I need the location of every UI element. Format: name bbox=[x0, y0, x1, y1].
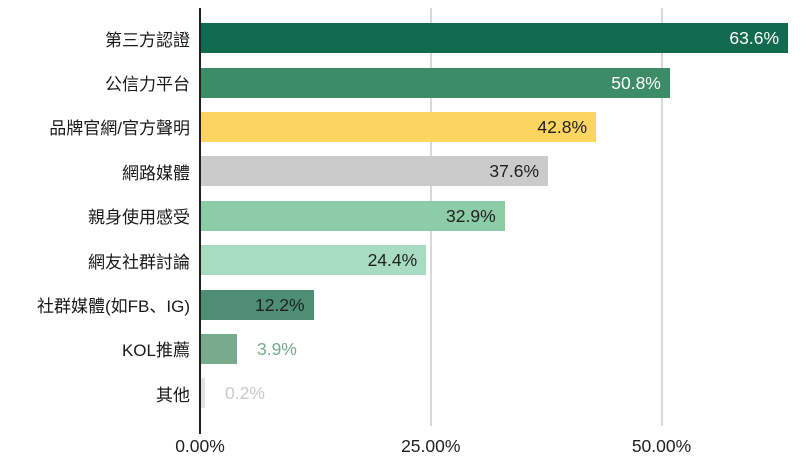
category-label: 網友社群討論 bbox=[88, 252, 190, 272]
bar[interactable]: 50.8% bbox=[201, 67, 670, 98]
value-label: 50.8% bbox=[611, 72, 661, 93]
bar-row: 社群媒體(如FB、IG) 12.2% bbox=[0, 282, 810, 326]
value-label: 24.4% bbox=[367, 250, 418, 271]
bar-track: 50.8% bbox=[200, 67, 810, 98]
x-tick-label: 25.00% bbox=[401, 436, 461, 456]
bar-row: 親身使用感受 32.9% bbox=[0, 194, 810, 238]
value-label: 12.2% bbox=[254, 294, 305, 315]
category-label: 公信力平台 bbox=[105, 75, 190, 95]
bar-track: 63.6% bbox=[200, 23, 810, 54]
bar-row: KOL推薦 3.9% bbox=[0, 327, 810, 371]
bar-track: 24.4% bbox=[200, 245, 810, 276]
bar-row: 網友社群討論 24.4% bbox=[0, 238, 810, 282]
category-label: KOL推薦 bbox=[121, 341, 190, 361]
value-label: 42.8% bbox=[537, 116, 588, 137]
category-label: 第三方認證 bbox=[105, 30, 190, 50]
bar[interactable]: 24.4% bbox=[201, 245, 427, 276]
x-tick-label: 50.00% bbox=[631, 436, 692, 456]
bar[interactable] bbox=[201, 333, 237, 364]
value-label: 3.9% bbox=[256, 338, 297, 359]
bar[interactable]: 37.6% bbox=[201, 156, 549, 187]
y-axis-baseline bbox=[199, 8, 201, 434]
bar[interactable]: 63.6% bbox=[201, 23, 789, 54]
bar-track: 0.2% bbox=[200, 378, 810, 409]
bar-rows: 第三方認證 63.6% 公信力平台 50.8% 品牌官網/官方聲明 42.8% 網路媒體 37… bbox=[0, 16, 810, 416]
bar-track: 37.6% bbox=[200, 156, 810, 187]
bar[interactable]: 42.8% bbox=[201, 111, 597, 142]
category-label: 網路媒體 bbox=[122, 163, 190, 183]
bar-row: 網路媒體 37.6% bbox=[0, 149, 810, 193]
value-label: 37.6% bbox=[489, 161, 540, 182]
bar-row: 第三方認證 63.6% bbox=[0, 16, 810, 60]
bar-row: 品牌官網/官方聲明 42.8% bbox=[0, 105, 810, 149]
bar-track: 3.9% bbox=[200, 333, 810, 364]
value-label: 0.2% bbox=[225, 383, 265, 404]
bar[interactable]: 12.2% bbox=[201, 289, 314, 320]
bar[interactable] bbox=[201, 378, 205, 409]
value-label: 63.6% bbox=[729, 28, 780, 49]
category-label: 品牌官網/官方聲明 bbox=[49, 119, 190, 139]
bar-track: 42.8% bbox=[200, 111, 810, 142]
gridline bbox=[660, 8, 663, 426]
value-label: 32.9% bbox=[446, 205, 496, 226]
x-axis: 0.00% 25.00% 50.00% bbox=[0, 436, 810, 460]
bar[interactable]: 32.9% bbox=[201, 200, 505, 231]
bar-row: 公信力平台 50.8% bbox=[0, 60, 810, 104]
bar-row: 其他 0.2% bbox=[0, 371, 810, 415]
category-label: 親身使用感受 bbox=[88, 208, 190, 228]
category-label: 其他 bbox=[156, 385, 190, 405]
category-label: 社群媒體(如FB、IG) bbox=[37, 297, 190, 317]
bar-track: 32.9% bbox=[200, 200, 810, 231]
bar-track: 12.2% bbox=[200, 289, 810, 320]
x-tick-label: 0.00% bbox=[175, 436, 225, 456]
